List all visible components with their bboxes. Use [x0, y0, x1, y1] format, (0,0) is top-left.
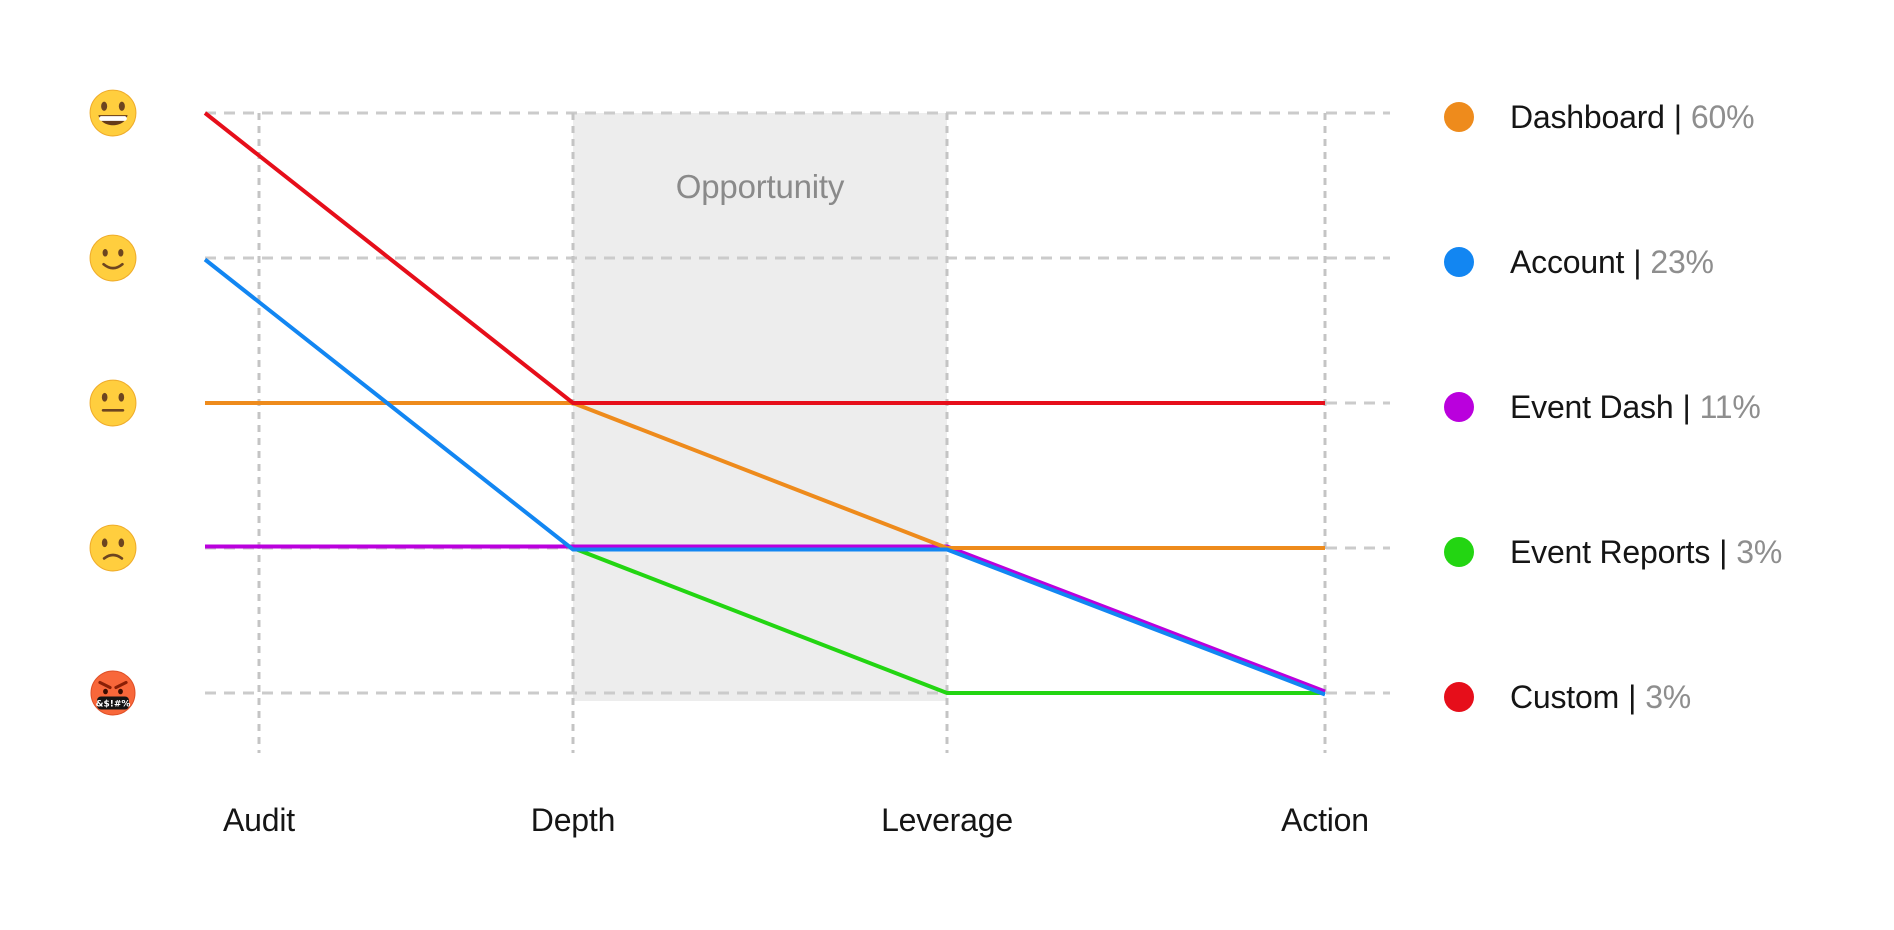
legend-item-event-dash: Event Dash | 11% [1444, 387, 1761, 427]
legend-dot-custom [1444, 682, 1474, 712]
legend-percent: 60% [1690, 98, 1755, 135]
legend-dot-event-reports [1444, 537, 1474, 567]
legend-separator: | [1628, 678, 1637, 715]
legend-label: Account [1510, 243, 1625, 280]
legend-item-custom: Custom | 3% [1444, 677, 1691, 717]
slightly-frowning-face-icon [88, 523, 138, 573]
slightly-smiling-face-icon [88, 233, 138, 283]
svg-text:&$!#%: &$!#% [96, 700, 131, 710]
legend-label: Event Reports [1510, 533, 1711, 570]
legend-dot-event-dash [1444, 392, 1474, 422]
legend-percent: 3% [1645, 678, 1692, 715]
x-axis-label-depth: Depth [530, 802, 616, 838]
legend-item-event-reports: Event Reports | 3% [1444, 532, 1782, 572]
legend-separator: | [1673, 98, 1682, 135]
neutral-face-icon [88, 378, 138, 428]
legend-percent: 23% [1650, 243, 1714, 280]
legend-dot-dashboard [1444, 102, 1474, 132]
legend-separator: | [1682, 388, 1691, 425]
x-axis-label-audit: Audit [223, 802, 295, 838]
legend-separator: | [1633, 243, 1642, 280]
legend-dot-account [1444, 247, 1474, 277]
chart-legend: Dashboard | 60% Account | 23% Event Dash | 11%… [1444, 0, 1894, 930]
x-axis-label-action: Action [1281, 802, 1369, 838]
opportunity-region-label: Opportunity [675, 168, 845, 205]
legend-percent: 3% [1736, 533, 1783, 570]
legend-label: Custom [1510, 678, 1620, 715]
legend-item-account: Account | 23% [1444, 242, 1714, 282]
legend-label: Event Dash [1510, 388, 1674, 425]
legend-item-dashboard: Dashboard | 60% [1444, 97, 1755, 137]
legend-percent: 11% [1699, 388, 1761, 425]
cursing-face-icon: &$!#% [89, 669, 139, 719]
grinning-face-icon [88, 88, 138, 138]
legend-label: Dashboard [1510, 98, 1665, 135]
legend-separator: | [1719, 533, 1728, 570]
x-axis-label-leverage: Leverage [881, 802, 1013, 838]
